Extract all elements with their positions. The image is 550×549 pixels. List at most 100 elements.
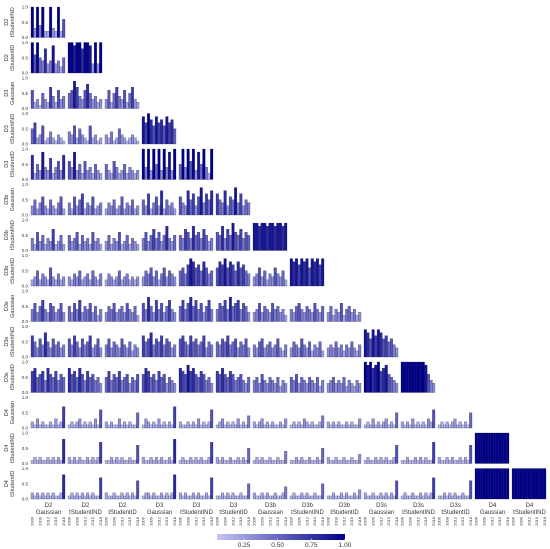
bar [94, 306, 97, 322]
bar [334, 424, 338, 429]
bar [189, 335, 193, 358]
bar [450, 495, 454, 500]
bar [30, 238, 34, 251]
bar [59, 66, 63, 74]
bar [424, 457, 428, 464]
y-tick-label: 1.0 [22, 182, 29, 187]
bar [247, 415, 251, 429]
bar [403, 424, 407, 429]
bar [300, 377, 304, 393]
bar [197, 264, 201, 287]
bar [115, 208, 119, 216]
bar [226, 377, 230, 393]
bar [120, 380, 124, 393]
bar [255, 457, 259, 464]
bar [358, 454, 362, 464]
bar [480, 432, 483, 464]
x-tick-label: 2006 [437, 516, 442, 526]
bar [162, 267, 166, 287]
bar [295, 374, 298, 393]
bar [136, 412, 140, 429]
bar [88, 335, 92, 358]
bar [104, 164, 108, 180]
bar [268, 341, 272, 358]
bar [149, 119, 153, 145]
bar [91, 99, 95, 109]
bar [191, 225, 195, 251]
bar [355, 350, 359, 358]
bar [199, 164, 203, 180]
bar [62, 96, 66, 109]
bar [70, 241, 74, 251]
bar [284, 418, 288, 429]
bar [91, 457, 95, 464]
bar [511, 468, 515, 500]
bar [279, 276, 282, 287]
bar [133, 99, 137, 109]
bar [149, 457, 153, 464]
bar [96, 205, 100, 216]
bar [297, 383, 301, 393]
bar [99, 42, 103, 74]
bar [276, 306, 280, 322]
bar [236, 202, 240, 216]
bar [99, 273, 103, 287]
bar [242, 238, 245, 251]
bar [62, 19, 66, 38]
bar [136, 276, 140, 287]
bar [231, 341, 235, 358]
bar [83, 344, 87, 358]
bar [376, 460, 380, 464]
bar [390, 377, 393, 393]
bar [242, 344, 245, 358]
bar [59, 137, 63, 145]
bar [181, 202, 185, 216]
bar [226, 267, 230, 287]
bar [448, 424, 452, 429]
y-tick-label: 1.0 [22, 111, 29, 116]
bar [123, 312, 127, 322]
bar [215, 371, 219, 393]
bar [538, 468, 541, 500]
bar [205, 460, 208, 464]
row-label: tStudentID [10, 364, 16, 390]
bar [33, 495, 37, 500]
x-tick-label: 2018 [98, 516, 103, 526]
bar [355, 495, 359, 500]
x-tick-label: 2012 [452, 516, 457, 526]
bar [133, 137, 137, 145]
bar [51, 306, 55, 322]
bar [91, 196, 95, 216]
bar [205, 492, 208, 500]
bar [144, 367, 148, 393]
bar [99, 383, 103, 393]
x-tick-label: 2015 [164, 516, 169, 526]
bar [78, 128, 82, 145]
bar [281, 225, 285, 251]
bar [342, 424, 346, 429]
bar [215, 267, 219, 287]
bar [73, 238, 76, 251]
bar [228, 457, 232, 464]
bar [231, 421, 235, 429]
bar [43, 140, 47, 145]
bar [234, 460, 238, 464]
bar [300, 424, 304, 429]
bar [271, 222, 275, 251]
bar [51, 45, 55, 74]
bar [350, 341, 354, 358]
bar [429, 380, 433, 393]
col-label: Gaussian [36, 510, 61, 516]
bar [144, 341, 148, 358]
bar [86, 457, 90, 464]
bar [128, 341, 132, 358]
bar [276, 377, 280, 393]
bar [318, 495, 322, 500]
bar [318, 460, 322, 464]
bar [110, 131, 113, 145]
bar [168, 122, 171, 145]
bar [70, 279, 74, 287]
bar [46, 424, 50, 429]
bar [339, 492, 343, 500]
bar [321, 483, 325, 500]
